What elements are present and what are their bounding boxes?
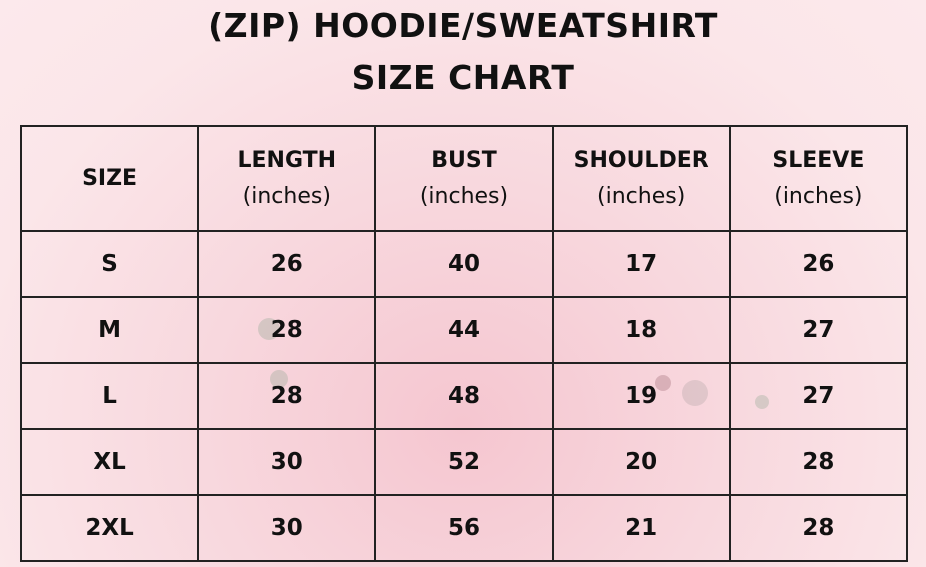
cell-length: 28: [197, 362, 377, 430]
cell-shoulder: 17: [551, 230, 731, 298]
header-label: BUST: [431, 148, 497, 174]
header-unit: (inches): [242, 183, 331, 209]
cell-length: 30: [197, 494, 377, 562]
header-row: SIZE LENGTH (inches) BUST (inches) SHOULDE…: [19, 125, 909, 232]
cell-bust: 48: [374, 362, 554, 430]
cell-sleeve: 28: [728, 494, 909, 562]
chart-subtitle: SIZE CHART: [351, 58, 575, 97]
header-label: LENGTH: [237, 148, 337, 174]
header-unit: (inches): [774, 183, 863, 209]
cell-sleeve: 27: [728, 296, 909, 364]
cell-length: 26: [197, 230, 377, 298]
header-shoulder: SHOULDER (inches): [551, 125, 731, 232]
header-sleeve: SLEEVE (inches): [728, 125, 909, 232]
table-row: S 26 40 17 26: [19, 230, 909, 298]
cell-sleeve: 27: [728, 362, 909, 430]
header-label: SIZE: [82, 165, 138, 191]
cell-bust: 56: [374, 494, 554, 562]
header-size: SIZE: [19, 125, 200, 232]
cell-size: XL: [19, 428, 200, 496]
chart-title: (ZIP) HOODIE/SWEATSHIRT: [208, 6, 718, 45]
cell-shoulder: 19: [551, 362, 731, 430]
table-row: XL 30 52 20 28: [19, 428, 909, 496]
cell-length: 30: [197, 428, 377, 496]
cell-shoulder: 21: [551, 494, 731, 562]
cell-bust: 52: [374, 428, 554, 496]
header-length: LENGTH (inches): [197, 125, 377, 232]
table-row: M 28 44 18 27: [19, 296, 909, 364]
header-label: SLEEVE: [772, 148, 865, 174]
size-chart-table: SIZE LENGTH (inches) BUST (inches) SHOULDE…: [19, 125, 909, 562]
table-row: L 28 48 19 27: [19, 362, 909, 430]
cell-size: M: [19, 296, 200, 364]
cell-size: 2XL: [19, 494, 200, 562]
header-unit: (inches): [419, 183, 509, 209]
header-bust: BUST (inches): [374, 125, 554, 232]
cell-shoulder: 18: [551, 296, 731, 364]
cell-size: L: [19, 362, 200, 430]
cell-length: 28: [197, 296, 377, 364]
table-row: 2XL 30 56 21 28: [19, 494, 909, 562]
cell-sleeve: 26: [728, 230, 909, 298]
cell-bust: 44: [374, 296, 554, 364]
header-label: SHOULDER: [573, 148, 709, 174]
cell-shoulder: 20: [551, 428, 731, 496]
cell-sleeve: 28: [728, 428, 909, 496]
header-unit: (inches): [597, 183, 686, 209]
cell-size: S: [19, 230, 200, 298]
cell-bust: 40: [374, 230, 554, 298]
